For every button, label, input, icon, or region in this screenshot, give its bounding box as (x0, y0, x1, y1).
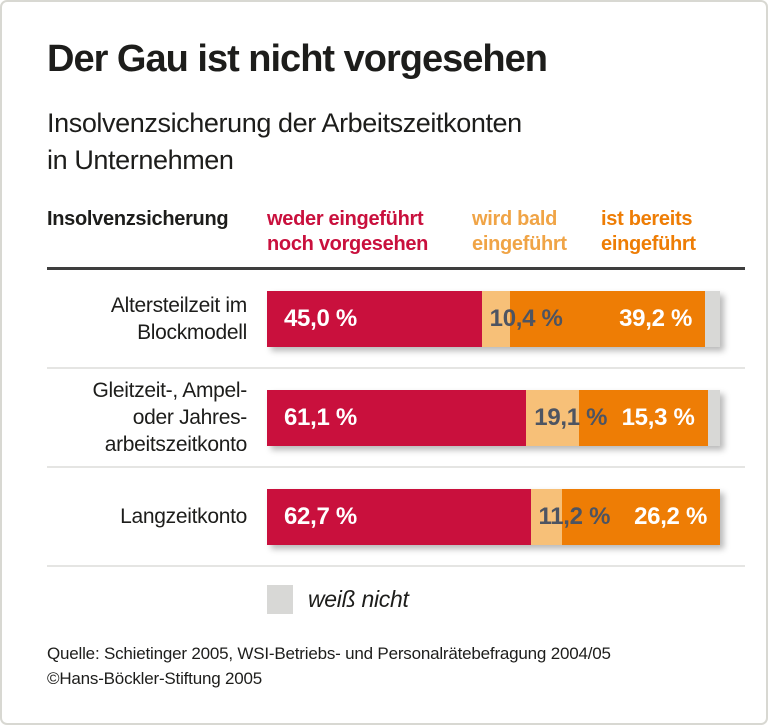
bar-value-label: 61,1 % (284, 403, 357, 431)
column-header-line: weder eingeführt (267, 208, 424, 230)
source-line: Quelle: Schietinger 2005, WSI-Betriebs- … (47, 644, 611, 663)
bar-segment-ist-bereits-eingefuehrt: 39,2 % (510, 290, 706, 347)
page-title: Der Gau ist nicht vorgesehen (47, 38, 548, 80)
bar-segment-ist-bereits-eingefuehrt: 15,3 % (579, 389, 708, 446)
bar-value-label: 10,4 % (489, 304, 563, 332)
column-header-line: eingeführt (472, 233, 567, 255)
subtitle-line-1: Insolvenzsicherung der Arbeitszeitkonten (47, 108, 522, 138)
bar-value-label: 26,2 % (634, 502, 708, 530)
legend-row: weiß nicht (47, 567, 741, 631)
legend-label: weiß nicht (308, 585, 409, 612)
bar-value-label: 45,0 % (284, 304, 357, 332)
bar-value-label: 39,2 % (619, 304, 693, 332)
bar-value-label: 11,2 % (538, 502, 611, 530)
header-rule (47, 267, 745, 270)
stacked-bar: 45,0 % 10,4 % 39,2 % (267, 290, 720, 347)
column-header-line: eingeführt (601, 233, 696, 255)
copyright-line: ©Hans-Böckler-Stiftung 2005 (47, 669, 263, 688)
row-label: Langzeitkonto (120, 505, 247, 528)
bar-rows: Altersteilzeit im Blockmodell 45,0 % 10,4 %… (47, 270, 745, 567)
bar-segment-weiss-nicht (705, 290, 720, 347)
bar-value-label: 62,7 % (284, 502, 357, 530)
bar-segment-weder-eingefuehrt-noch-vorgesehen: 62,7 % (267, 488, 531, 545)
column-header-line: noch vorgesehen (267, 233, 429, 255)
column-header-already-introduced: ist bereits eingeführt (601, 207, 741, 257)
bar-segment-wird-bald-eingefuehrt: 10,4 % (481, 290, 563, 347)
column-header-line: wird bald (472, 208, 558, 230)
column-header-row: Insolvenzsicherung weder eingeführt noch… (47, 207, 741, 257)
column-header-not-introduced: weder eingeführt noch vorgesehen (267, 207, 472, 257)
chart-row: Gleitzeit-, Ampel-oder Jahres-arbeitszei… (47, 369, 745, 468)
column-header-soon-introduced: wird bald eingeführt (472, 207, 601, 257)
row-label: Altersteilzeit im Blockmodell (110, 293, 247, 344)
bar-segment-wird-bald-eingefuehrt: 11,2 % (530, 488, 610, 545)
column-header-line: ist bereits (601, 208, 693, 230)
legend-swatch-dont-know (267, 584, 293, 614)
bar-segment-ist-bereits-eingefuehrt: 26,2 % (561, 488, 721, 545)
stacked-bar: 62,7 % 11,2 % 26,2 % (267, 488, 721, 545)
stacked-bar: 61,1 % 19,1 % 15,3 % (267, 389, 720, 446)
bar-segment-weder-eingefuehrt-noch-vorgesehen: 61,1 % (267, 389, 527, 446)
bar-value-label: 15,3 % (621, 403, 695, 431)
bar-segment-wird-bald-eingefuehrt: 19,1 % (526, 389, 607, 446)
chart-row: Langzeitkonto 62,7 % 11,2 % 26,2 % (47, 468, 745, 567)
bar-segment-weder-eingefuehrt-noch-vorgesehen: 45,0 % (267, 290, 482, 347)
chart-row: Altersteilzeit im Blockmodell 45,0 % 10,4 %… (47, 270, 745, 369)
row-header-label: Insolvenzsicherung (47, 208, 229, 230)
chart-subtitle: Insolvenzsicherung der Arbeitszeitkonten… (47, 105, 741, 179)
bar-segment-weiss-nicht (707, 389, 720, 446)
row-label: Gleitzeit-, Ampel-oder Jahres-arbeitszei… (92, 379, 248, 456)
bar-value-label: 19,1 % (534, 403, 608, 431)
footer: Quelle: Schietinger 2005, WSI-Betriebs- … (47, 641, 741, 691)
subtitle-line-2: in Unternehmen (47, 145, 234, 175)
